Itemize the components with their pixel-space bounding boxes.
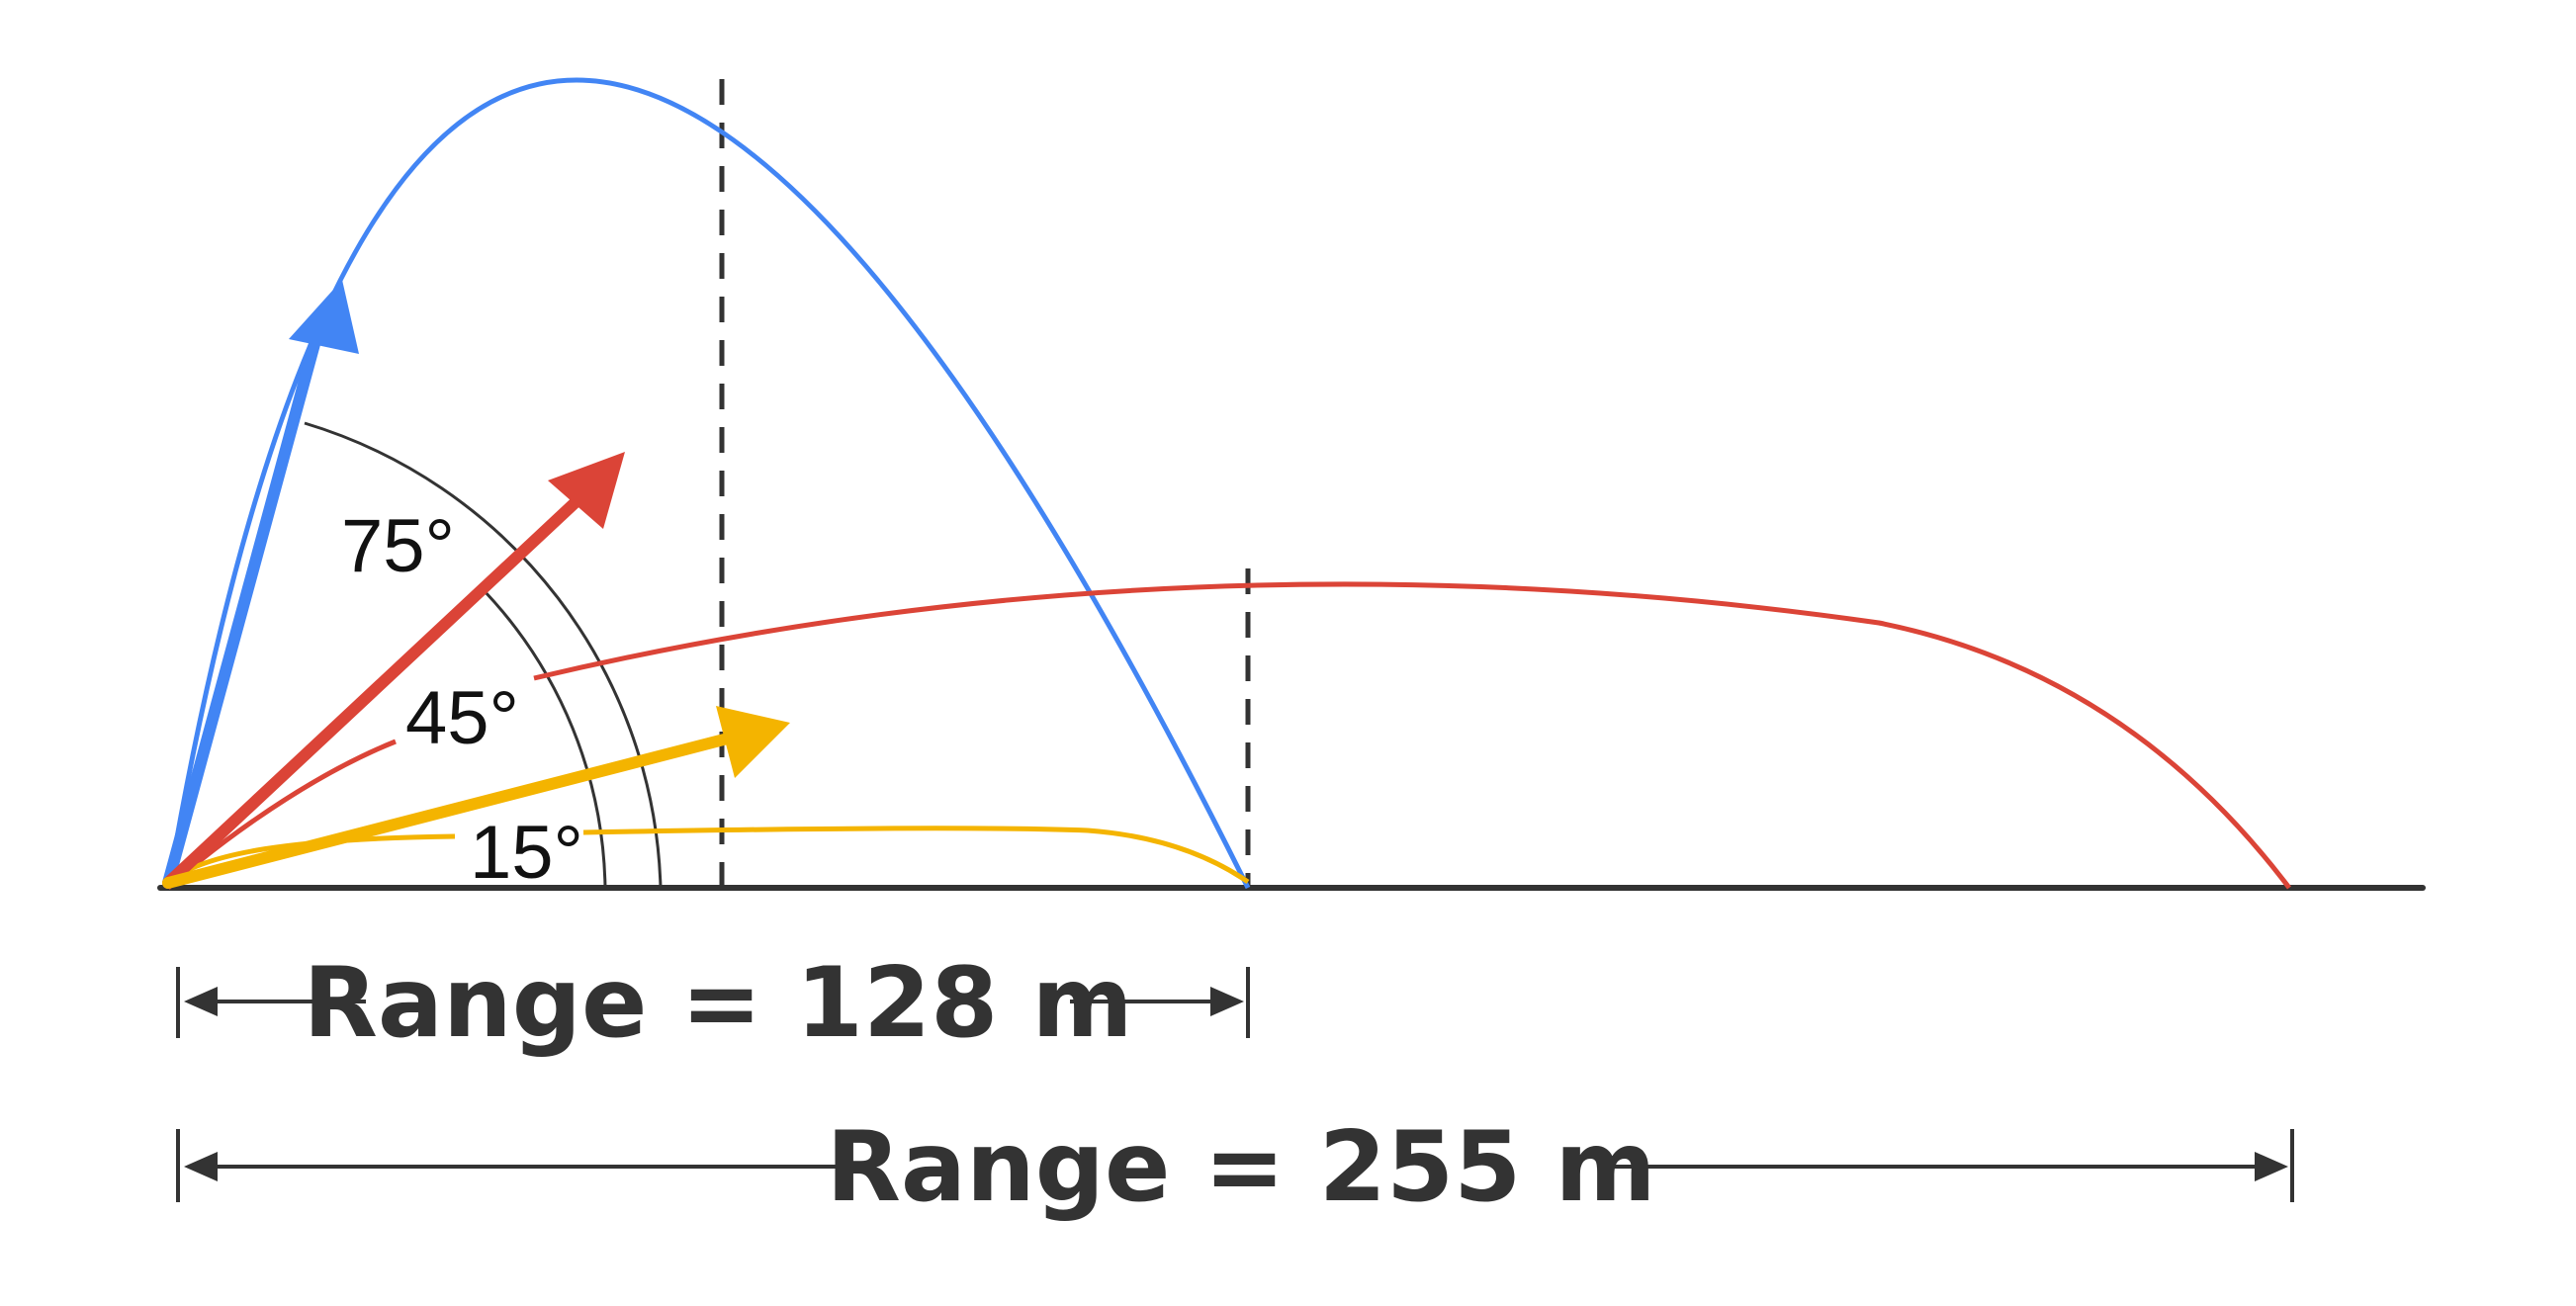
velocity-arrow-75 (162, 338, 320, 889)
velocity-arrow-15 (162, 734, 730, 889)
range-255-left-arrowhead-icon (184, 1152, 218, 1181)
range-label-128: Range = 128 m (303, 947, 1132, 1060)
angle-arc-75 (304, 421, 663, 889)
arrowhead-75-icon (289, 280, 359, 354)
angle-label-45: 45° (405, 676, 519, 760)
arrowhead-15-icon (716, 706, 790, 778)
range-128-right-arrowhead-icon (1210, 987, 1244, 1016)
velocity-arrow-45 (162, 496, 581, 889)
range-255-right-arrowhead-icon (2255, 1152, 2288, 1181)
range-128-left-arrowhead-icon (184, 987, 218, 1016)
trajectory-45-far (533, 581, 2291, 890)
range-label-255: Range = 255 m (826, 1111, 1655, 1224)
angle-label-75: 75° (341, 504, 455, 588)
angle-label-15: 15° (470, 811, 583, 895)
trajectory-15-far (582, 826, 1250, 885)
trajectory-75 (165, 77, 1251, 890)
arrowhead-45-icon (548, 452, 625, 529)
angle-arc-45 (483, 589, 607, 889)
